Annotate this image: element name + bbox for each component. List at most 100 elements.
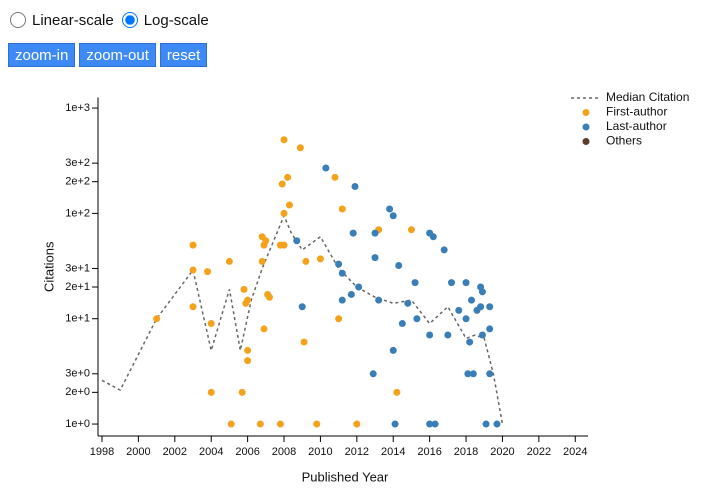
y-tick-label: 3e+2 (65, 157, 90, 169)
point (395, 262, 403, 270)
point (284, 173, 292, 181)
point (265, 293, 273, 301)
point (313, 420, 321, 428)
point (280, 209, 288, 217)
point (335, 260, 343, 268)
point (386, 205, 394, 213)
legend-dot (582, 123, 590, 131)
point (469, 370, 477, 378)
radio-label: Linear-scale (32, 11, 114, 29)
x-tick-label: 1998 (90, 446, 114, 458)
x-tick-label: 2004 (199, 446, 223, 458)
point (486, 325, 494, 333)
point (300, 338, 308, 346)
point (466, 338, 474, 346)
point (431, 420, 439, 428)
point (240, 285, 248, 293)
button[interactable]: zoom-out (79, 43, 156, 67)
zoom-buttons: zoom-in zoom-out reset (8, 43, 215, 67)
x-tick-label: 2000 (126, 446, 150, 458)
x-tick-label: 2010 (308, 446, 332, 458)
point (351, 183, 359, 191)
x-axis-label: Published Year (302, 469, 389, 484)
x-tick-label: 2018 (454, 446, 478, 458)
button[interactable]: reset (159, 43, 208, 67)
point (258, 257, 266, 265)
point (347, 290, 355, 298)
point (338, 269, 346, 277)
point (204, 268, 212, 276)
point (440, 246, 448, 254)
point (493, 420, 501, 428)
point (371, 254, 379, 262)
point (316, 255, 324, 263)
point (393, 388, 401, 396)
point (389, 346, 397, 354)
point (298, 303, 306, 311)
point (426, 420, 434, 428)
point (189, 266, 197, 274)
point (444, 331, 452, 339)
legend-label: Last-author (606, 119, 667, 133)
legend-dot (582, 138, 590, 145)
x-tick-label: 2020 (490, 446, 514, 458)
point (369, 370, 377, 378)
scale-toggle: Linear-scale Log-scale (8, 8, 215, 32)
point (278, 180, 286, 188)
point (296, 144, 304, 152)
x-tick-label: 2012 (345, 446, 369, 458)
point (355, 283, 363, 291)
point (338, 296, 346, 304)
point (260, 325, 268, 333)
y-tick-label: 1e+0 (65, 418, 90, 430)
y-tick-label: 2e+1 (65, 281, 90, 293)
point (398, 320, 406, 328)
x-tick-label: 2014 (381, 446, 405, 458)
y-tick-label: 2e+2 (65, 176, 90, 188)
point (407, 226, 415, 234)
point (189, 241, 197, 249)
radio[interactable] (121, 12, 138, 28)
point (322, 164, 330, 172)
point (207, 388, 215, 396)
y-axis-label: Citations (41, 241, 56, 292)
point (225, 257, 233, 265)
point (280, 241, 288, 249)
point (349, 229, 357, 237)
point (426, 331, 434, 339)
legend-dot (582, 109, 590, 116)
point (413, 315, 421, 323)
point (256, 420, 264, 428)
point (244, 346, 252, 354)
point (153, 315, 161, 323)
point (227, 420, 235, 428)
point (189, 303, 197, 311)
legend-label: Median Citation (606, 90, 689, 104)
point (338, 205, 346, 213)
y-tick-label: 1e+1 (65, 313, 90, 325)
x-tick-label: 2022 (527, 446, 551, 458)
point (468, 296, 476, 304)
point (429, 233, 437, 241)
point (331, 173, 339, 181)
point (477, 303, 485, 311)
point (207, 320, 215, 328)
point (486, 370, 494, 378)
scale-option[interactable]: Linear-scale (8, 12, 114, 29)
point (478, 331, 486, 339)
point (353, 420, 361, 428)
legend-label: Others (606, 134, 642, 148)
point (486, 303, 494, 311)
x-tick-label: 2008 (272, 446, 296, 458)
point (371, 229, 379, 237)
point (335, 315, 343, 323)
y-tick-label: 3e+0 (65, 368, 90, 380)
radio-label: Log-scale (143, 11, 209, 29)
y-tick-label: 3e+1 (65, 262, 90, 274)
radio[interactable] (10, 12, 26, 28)
button[interactable]: zoom-in (8, 43, 76, 67)
scale-option[interactable]: Log-scale (120, 12, 209, 29)
point (280, 136, 288, 144)
point (404, 299, 412, 307)
